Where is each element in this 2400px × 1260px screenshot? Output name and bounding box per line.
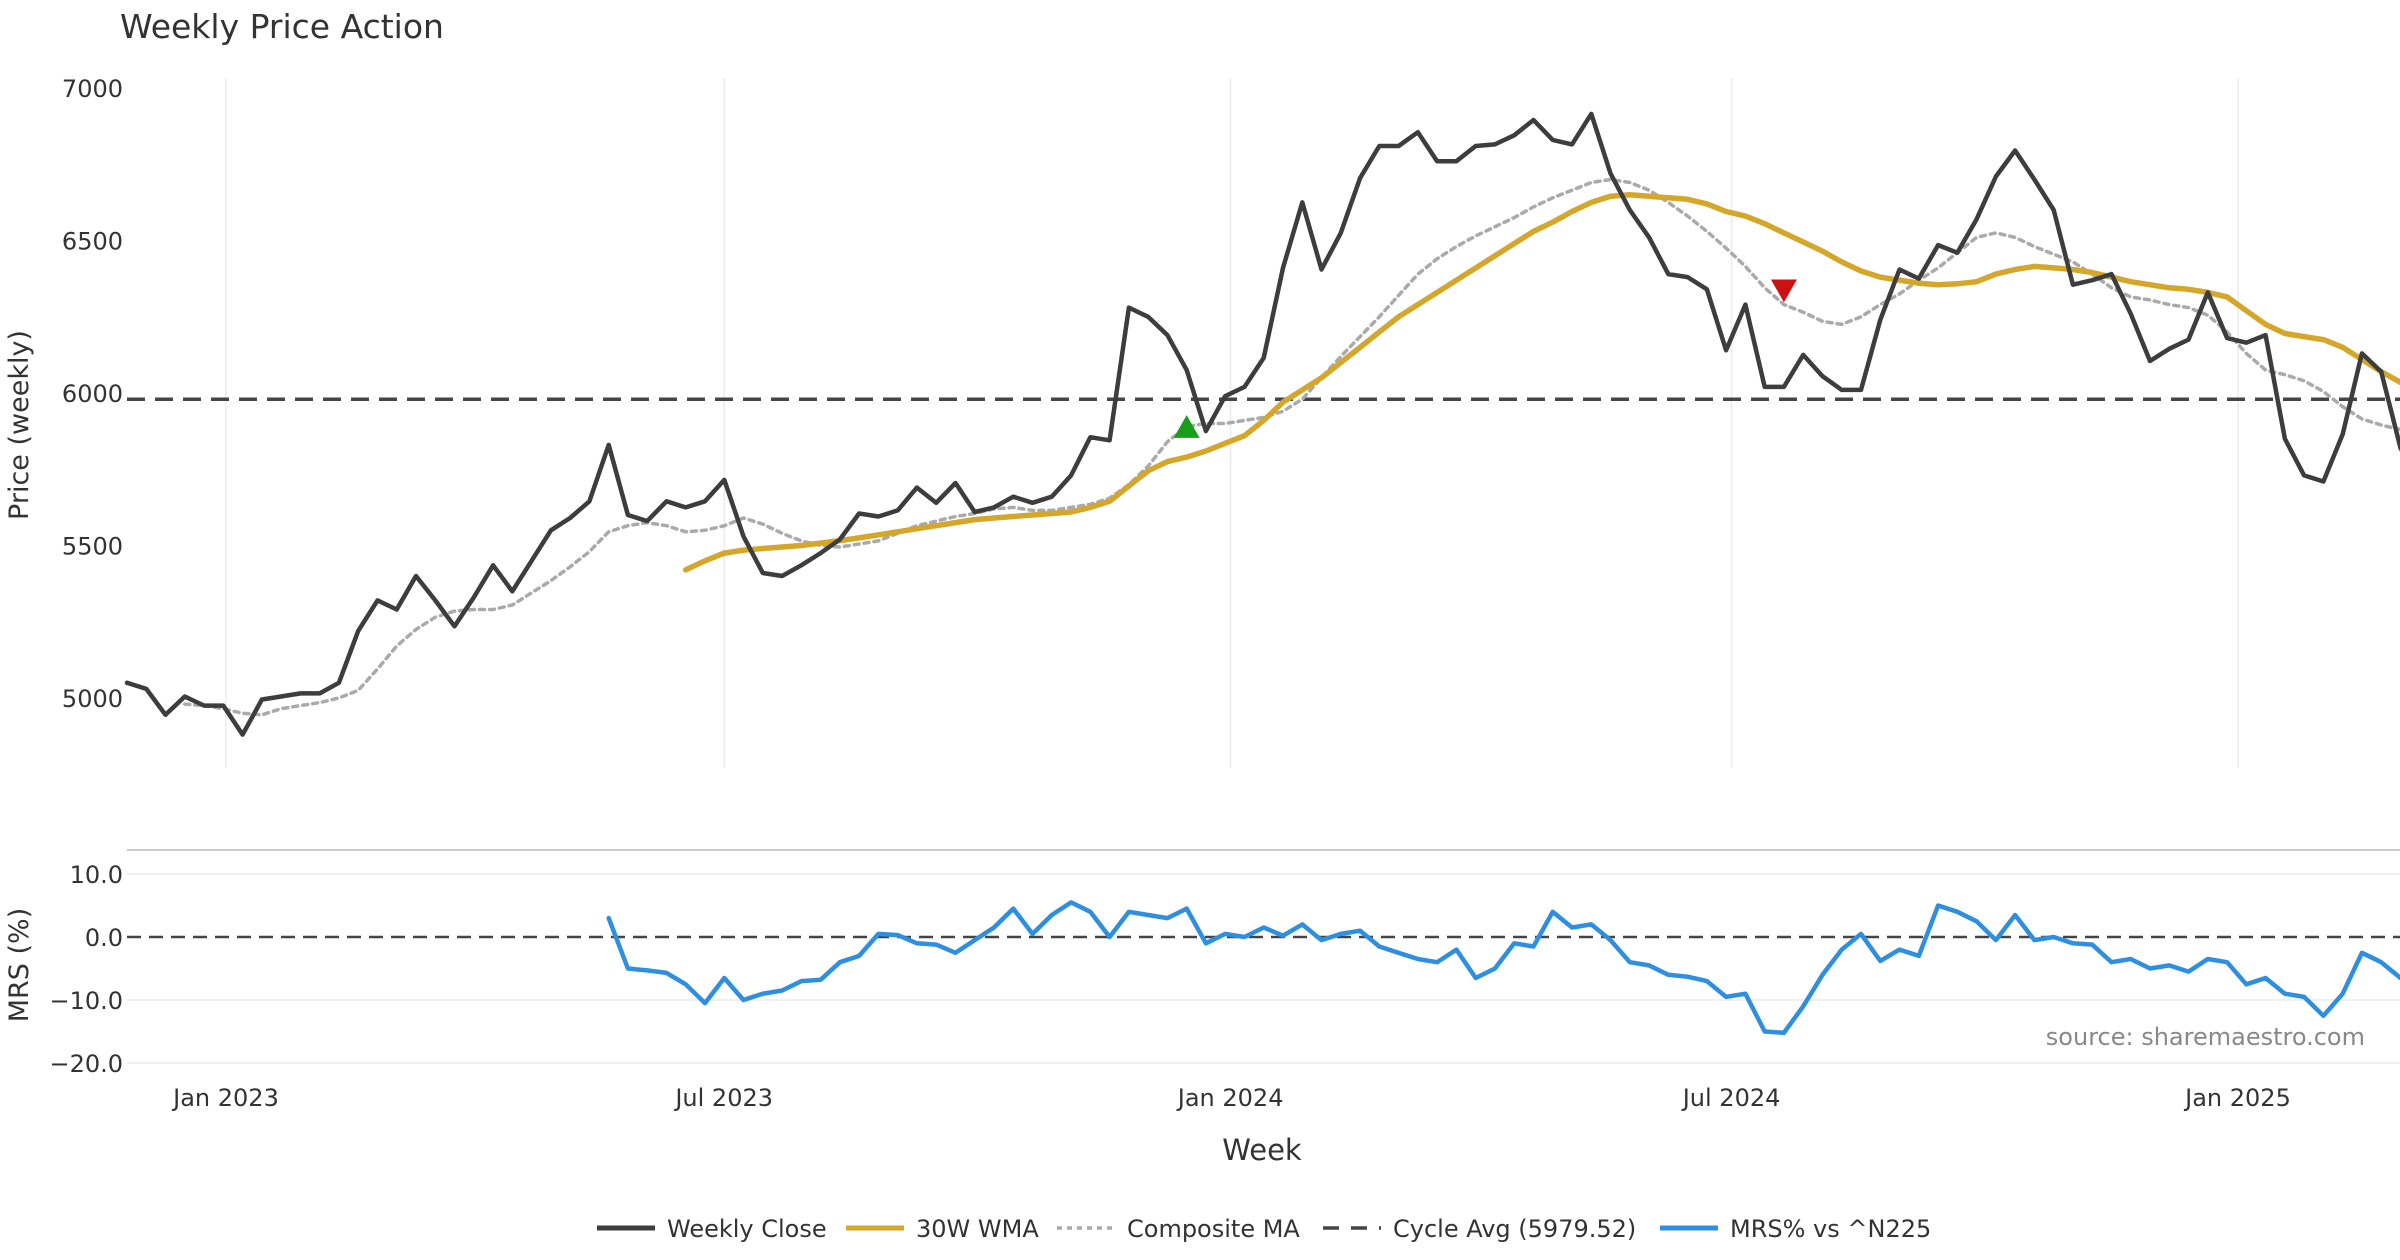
legend-item: Composite MA <box>1057 1215 1300 1243</box>
weekly-close-line <box>124 111 2400 737</box>
mrs-y-tick-label: 10.0 <box>70 861 123 889</box>
legend-label: Weekly Close <box>667 1215 827 1243</box>
price-y-tick-label: 5500 <box>62 533 123 561</box>
mrs-horizontal-gridlines <box>127 873 2400 1064</box>
legend-item: Weekly Close <box>597 1215 827 1243</box>
legend: Weekly Close 30W WMA Composite MA Cycle Avg… <box>597 1215 1931 1243</box>
price-panel: 5000 5500 6000 6500 7000 Price (weekly) <box>4 75 2400 768</box>
mrs-y-axis-label: MRS (%) <box>4 908 35 1023</box>
price-y-tick-label: 7000 <box>62 75 123 103</box>
mrs-y-tick-label: −10.0 <box>49 987 123 1015</box>
x-tick-label: Jan 2025 <box>2183 1084 2291 1112</box>
price-y-axis-label: Price (weekly) <box>4 330 35 520</box>
legend-item: Cycle Avg (5979.52) <box>1323 1215 1636 1243</box>
mrs-panel: 10.0 0.0 −10.0 −20.0 MRS (%) source: sharem… <box>4 849 2400 1078</box>
composite-ma-line <box>183 177 2400 717</box>
mrs-line <box>606 900 2400 1036</box>
x-axis-label: Week <box>1222 1133 1302 1167</box>
source-attribution: source: sharemaestro.com <box>2046 1023 2365 1051</box>
x-tick-label: Jul 2024 <box>1681 1084 1781 1112</box>
price-y-tick-label: 6000 <box>62 380 123 408</box>
wma-30w-line <box>682 192 2400 573</box>
signal-markers <box>1173 279 1797 438</box>
price-series-lines <box>124 111 2400 737</box>
legend-item: MRS% vs ^N225 <box>1660 1215 1931 1243</box>
mrs-y-tick-label: 0.0 <box>85 924 123 952</box>
price-y-tick-labels: 5000 5500 6000 6500 7000 <box>62 75 123 713</box>
legend-item: 30W WMA <box>846 1215 1039 1243</box>
legend-label: Cycle Avg (5979.52) <box>1393 1215 1636 1243</box>
legend-label: MRS% vs ^N225 <box>1730 1215 1931 1243</box>
price-y-tick-label: 5000 <box>62 685 123 713</box>
x-tick-labels: Jan 2023 Jul 2023 Jan 2024 Jul 2024 Jan 2025… <box>171 1084 2291 1112</box>
legend-label: 30W WMA <box>916 1215 1039 1243</box>
buy-signal-marker <box>1173 415 1200 438</box>
mrs-series-line <box>606 900 2400 1036</box>
mrs-y-tick-labels: 10.0 0.0 −10.0 −20.0 <box>49 861 123 1078</box>
price-y-tick-label: 6500 <box>62 228 123 256</box>
sell-signal-marker <box>1770 279 1797 303</box>
mrs-y-tick-label: −20.0 <box>49 1050 123 1078</box>
x-tick-label: Jan 2023 <box>171 1084 279 1112</box>
x-tick-label: Jan 2024 <box>1176 1084 1284 1112</box>
chart-title: Weekly Price Action <box>120 7 444 46</box>
legend-label: Composite MA <box>1127 1215 1300 1243</box>
x-tick-label: Jul 2023 <box>673 1084 773 1112</box>
